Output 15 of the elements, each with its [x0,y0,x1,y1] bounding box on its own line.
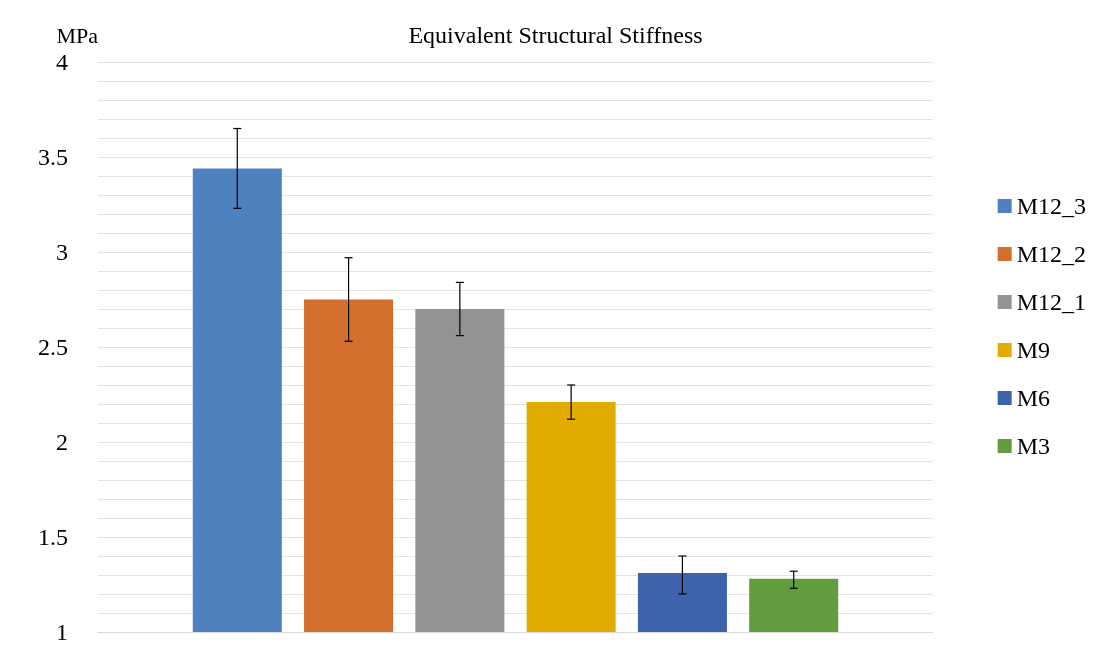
y-tick-label: 1.5 [38,524,68,550]
legend-label: M6 [1016,385,1050,411]
chart-title: Equivalent Structural Stiffness [408,22,703,48]
y-axis-title: MPa [56,22,99,48]
legend-label: M12_1 [1016,289,1086,315]
y-tick-label: 2.5 [38,334,68,360]
y-tick-label: 4 [56,49,68,75]
y-tick-label: 3 [56,239,68,265]
legend-label: M9 [1016,337,1050,363]
y-tick-label: 3.5 [38,144,68,170]
legend-label: M12_3 [1016,193,1086,219]
y-tick-label: 2 [56,429,68,455]
y-tick-label: 1 [56,619,68,645]
legend-label: M12_2 [1016,241,1086,267]
legend-label: M3 [1016,433,1050,459]
